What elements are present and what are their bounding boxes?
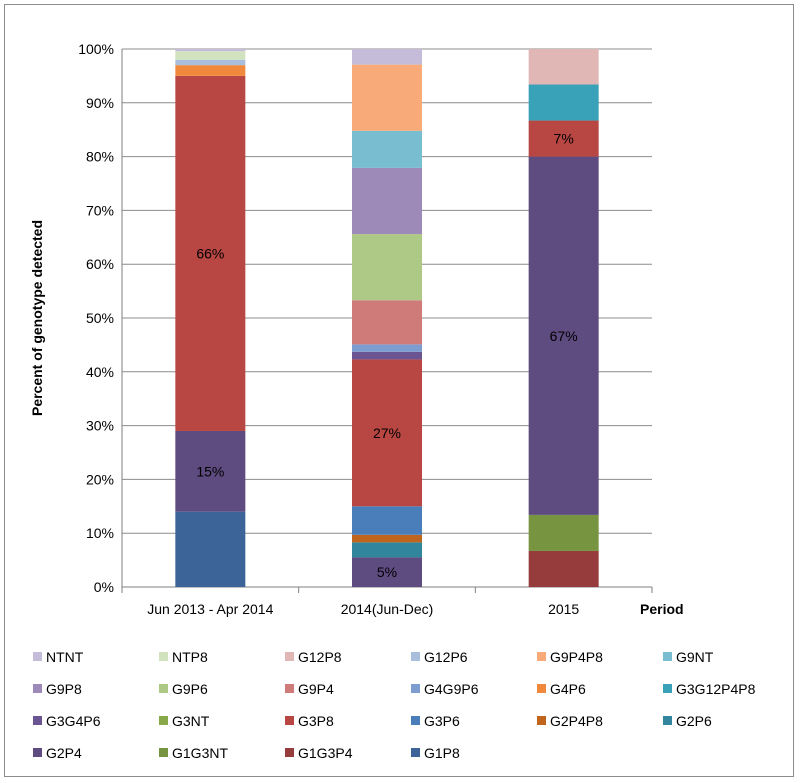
legend-swatch-g1g3p4	[285, 748, 294, 757]
bar-segment-g2p4-jun-2013-apr-2014	[175, 430, 246, 512]
legend-swatch-g3p8	[285, 716, 294, 725]
bar-segment-ntnt-jun-2013-apr-2014	[175, 49, 246, 52]
y-tick-label: 60%	[86, 256, 114, 272]
bar-segment-g4g9p6-2014-jun-dec	[352, 344, 422, 352]
legend-swatch-ntp8	[159, 652, 168, 661]
y-tick-label: 50%	[86, 310, 114, 326]
y-tick-label: 30%	[86, 418, 114, 434]
legend-swatch-g3p6	[411, 716, 420, 725]
legend-swatch-g3g12p4p8	[663, 684, 672, 693]
bar-segment-g1p8-jun-2013-apr-2014	[175, 511, 246, 587]
bar-segment-g9p6-2014-jun-dec	[352, 234, 422, 301]
legend-swatch-g9p8	[33, 684, 42, 693]
legend-swatch-g3g4p6	[33, 716, 42, 725]
y-tick-label: 0%	[94, 579, 114, 595]
legend-label-ntp8: NTP8	[172, 649, 208, 665]
legend-label-g1g3nt: G1G3NT	[172, 745, 228, 761]
bar-segment-g9p4-2014-jun-dec	[352, 300, 422, 345]
legend-label-g2p4p8: G2P4P8	[550, 713, 603, 729]
bar-segment-g1g3nt-2015	[528, 514, 599, 551]
y-tick-label: 80%	[86, 149, 114, 165]
legend-swatch-g2p6	[663, 716, 672, 725]
legend-label-g12p8: G12P8	[298, 649, 342, 665]
bar-segment-ntnt-2014-jun-dec	[352, 49, 422, 65]
y-tick-label: 100%	[78, 41, 114, 57]
legend-label-g9p6: G9P6	[172, 681, 208, 697]
y-tick-label: 40%	[86, 364, 114, 380]
legend-label-g1g3p4: G1G3P4	[298, 745, 353, 761]
bar-segment-g2p4-2015	[528, 156, 599, 515]
bar-segment-g3p8-2014-jun-dec	[352, 359, 422, 507]
data-label: 27%	[373, 425, 401, 441]
bar-segment-ntp8-jun-2013-apr-2014	[175, 51, 246, 60]
legend-swatch-g9p6	[159, 684, 168, 693]
legend-label-g4p6: G4P6	[550, 681, 586, 697]
legend-swatch-ntnt	[33, 652, 42, 661]
x-tick-label: 2015	[548, 601, 579, 617]
legend-label-g9p8: G9P8	[46, 681, 82, 697]
bar-segment-g12p6-jun-2013-apr-2014	[175, 59, 246, 66]
data-label: 7%	[554, 131, 574, 147]
legend-swatch-g9p4p8	[537, 652, 546, 661]
legend-label-g12p6: G12P6	[424, 649, 468, 665]
data-label: 67%	[550, 328, 578, 344]
legend-label-g2p6: G2P6	[676, 713, 712, 729]
legend-swatch-g3nt	[159, 716, 168, 725]
data-label: 15%	[196, 463, 224, 479]
legend-swatch-g2p4	[33, 748, 42, 757]
legend-swatch-g4p6	[537, 684, 546, 693]
legend-swatch-g12p6	[411, 652, 420, 661]
legend-label-g3g4p6: G3G4P6	[46, 713, 101, 729]
bar-segment-g3g4p6-2014-jun-dec	[352, 351, 422, 360]
bar-segment-g2p4p8-2014-jun-dec	[352, 534, 422, 543]
y-tick-label: 20%	[86, 471, 114, 487]
bar-segment-g9p4p8-2014-jun-dec	[352, 64, 422, 131]
bar-segment-g2p4-2014-jun-dec	[352, 557, 422, 587]
chart-frame	[4, 4, 794, 777]
bar-segment-g3p6-2014-jun-dec	[352, 506, 422, 535]
data-label: 66%	[196, 245, 224, 261]
y-tick-label: 10%	[86, 525, 114, 541]
data-label: 5%	[377, 564, 397, 580]
legend-swatch-g9p4	[285, 684, 294, 693]
legend-swatch-g2p4p8	[537, 716, 546, 725]
legend-swatch-g4g9p6	[411, 684, 420, 693]
bar-segment-g3g12p4p8-2015	[528, 84, 599, 121]
bar-segment-g2p6-2014-jun-dec	[352, 542, 422, 558]
bar-segment-g1g3p4-2015	[528, 550, 599, 587]
x-tick-label: Jun 2013 - Apr 2014	[147, 601, 273, 617]
bar-segment-g12p8-2015	[528, 49, 599, 85]
bar-segment-g9nt-2014-jun-dec	[352, 130, 422, 168]
legend-swatch-g1g3nt	[159, 748, 168, 757]
y-axis-title: Percent of genotype detected	[29, 220, 45, 416]
bar-segment-g4p6-jun-2013-apr-2014	[175, 65, 246, 76]
legend-swatch-g9nt	[663, 652, 672, 661]
y-tick-label: 90%	[86, 95, 114, 111]
bar-segment-g3p8-jun-2013-apr-2014	[175, 75, 246, 431]
legend-swatch-g1p8	[411, 748, 420, 757]
legend-label-ntnt: NTNT	[46, 649, 84, 665]
legend-label-g9p4p8: G9P4P8	[550, 649, 603, 665]
legend-label-g3p6: G3P6	[424, 713, 460, 729]
legend-label-g3p8: G3P8	[298, 713, 334, 729]
legend-label-g2p4: G2P4	[46, 745, 82, 761]
legend-label-g4g9p6: G4G9P6	[424, 681, 479, 697]
bar-segment-g3p8-2015	[528, 120, 599, 157]
legend-swatch-g12p8	[285, 652, 294, 661]
legend-label-g3nt: G3NT	[172, 713, 210, 729]
legend-label-g9p4: G9P4	[298, 681, 334, 697]
y-tick-label: 70%	[86, 202, 114, 218]
bar-segment-g9p8-2014-jun-dec	[352, 167, 422, 235]
x-axis-title: Period	[640, 601, 684, 617]
legend-label-g3g12p4p8: G3G12P4P8	[676, 681, 756, 697]
legend-label-g1p8: G1P8	[424, 745, 460, 761]
legend-label-g9nt: G9NT	[676, 649, 714, 665]
x-tick-label: 2014(Jun-Dec)	[341, 601, 434, 617]
